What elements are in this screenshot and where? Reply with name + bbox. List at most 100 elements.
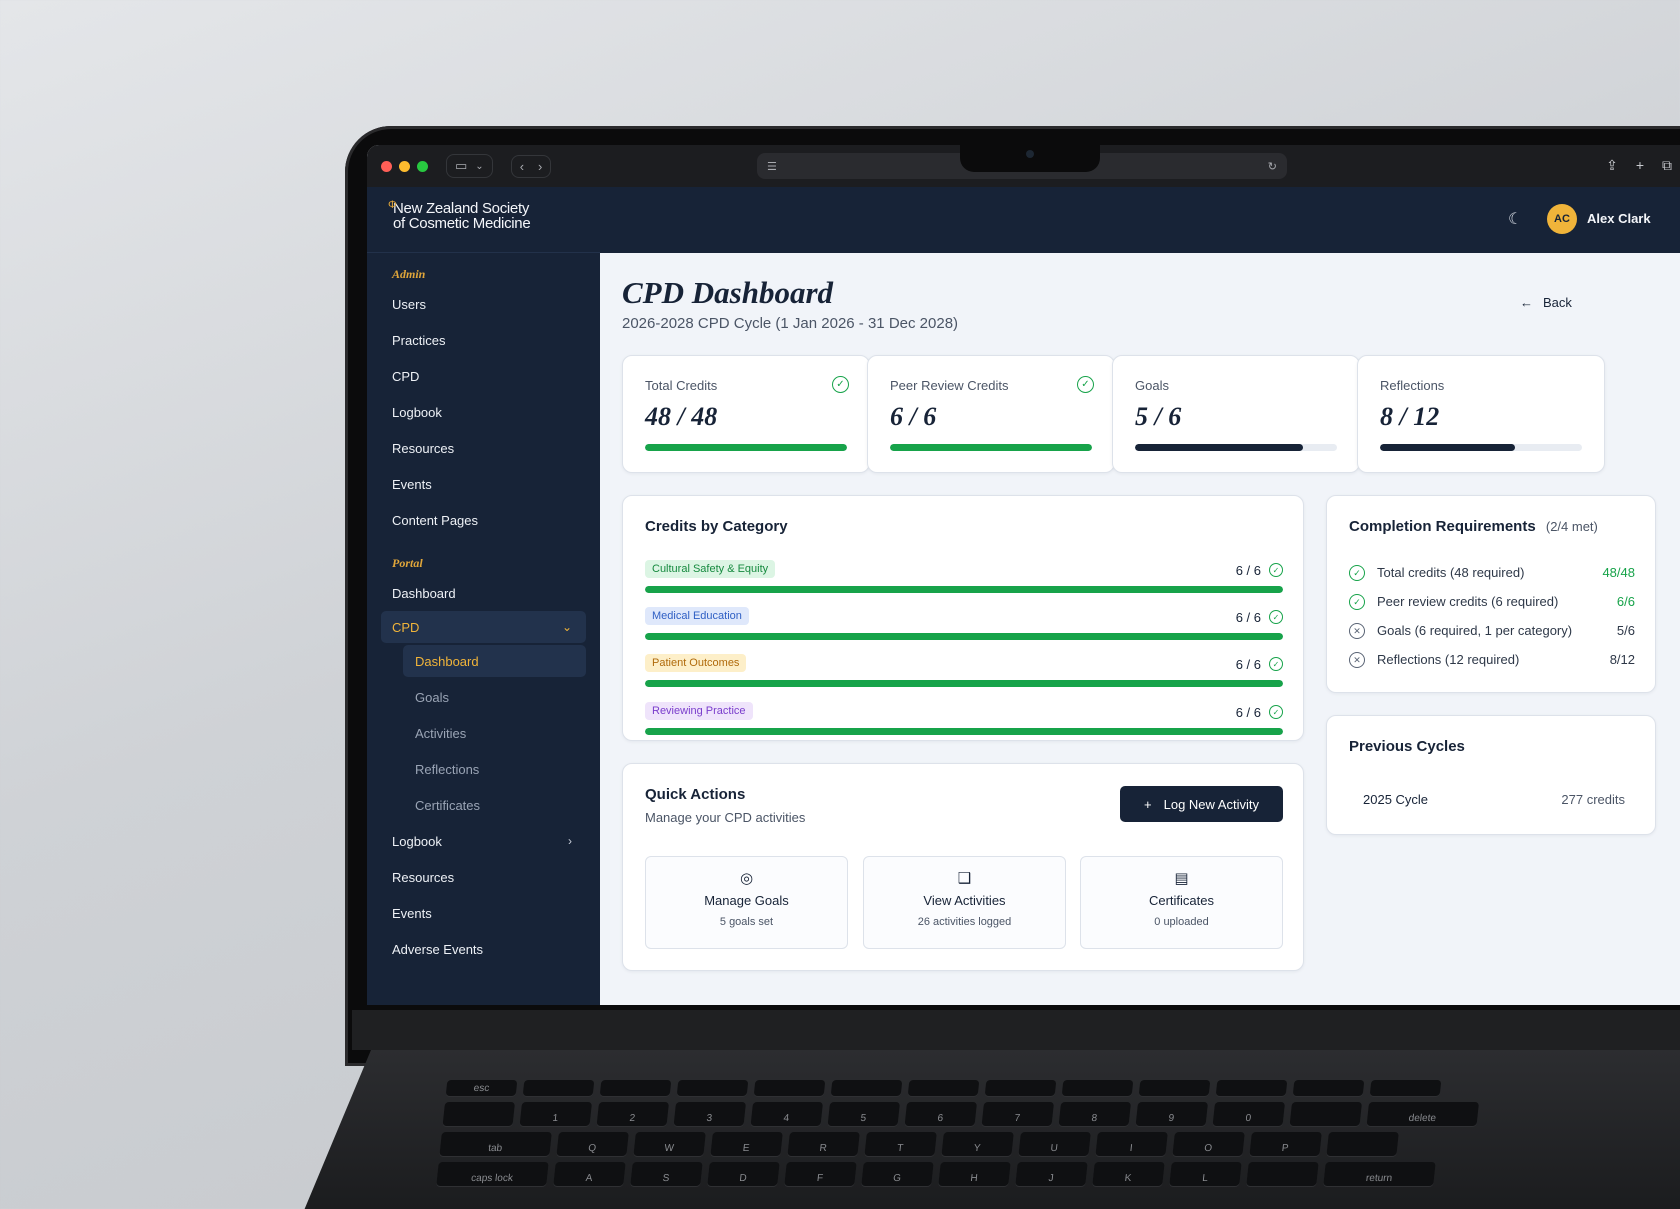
key: 2 <box>596 1102 670 1126</box>
page-menu-icon[interactable]: ☰ <box>767 160 777 173</box>
key <box>1215 1080 1288 1096</box>
back-button[interactable]: ← Back <box>1520 295 1572 310</box>
sidebar-subitem-dashboard[interactable]: Dashboard <box>403 645 586 677</box>
sidebar-subitem-goals[interactable]: Goals <box>415 689 449 705</box>
key: E <box>710 1132 783 1156</box>
key <box>907 1080 980 1096</box>
category-value: 6 / 6 <box>1235 610 1261 625</box>
key: esc <box>445 1080 518 1096</box>
log-new-activity-button[interactable]: + Log New Activity <box>1120 786 1283 822</box>
user-name[interactable]: Alex Clark <box>1587 211 1651 226</box>
plus-icon: + <box>1144 796 1152 812</box>
sidebar-subitem-activities[interactable]: Activities <box>415 725 467 741</box>
key: J <box>1015 1162 1088 1186</box>
key: I <box>1095 1132 1168 1156</box>
minimize-window-button[interactable] <box>399 160 410 172</box>
cycle-row[interactable]: 2025 Cycle 277 credits <box>1363 792 1625 807</box>
certificates-card[interactable]: ▤ Certificates 0 uploaded <box>1080 856 1283 949</box>
key: 8 <box>1058 1102 1132 1126</box>
org-name-line2: of Cosmetic Medicine <box>393 215 531 232</box>
chevron-right-icon: › <box>568 834 572 848</box>
key: W <box>633 1132 706 1156</box>
requirement-label: Goals (6 required, 1 per category) <box>1377 623 1573 638</box>
key: U <box>1018 1132 1091 1156</box>
manage-goals-card[interactable]: ◎ Manage Goals 5 goals set <box>645 856 848 949</box>
key: 3 <box>673 1102 747 1126</box>
stat-card-peer-review: Peer Review Credits ✓ 6 / 6 <box>867 355 1115 473</box>
camera-notch <box>960 140 1100 172</box>
card-meta: 26 activities logged <box>917 916 1012 928</box>
chevron-down-icon: ⌄ <box>475 160 484 172</box>
stat-value: 5 / 6 <box>1135 402 1182 431</box>
key <box>599 1080 672 1096</box>
avatar[interactable]: AC <box>1547 204 1577 234</box>
check-circle-icon: ✓ <box>1349 594 1365 610</box>
dark-mode-toggle-icon[interactable]: ☾ <box>1508 211 1523 228</box>
camera-icon <box>1026 150 1034 158</box>
sidebar-subitem-reflections[interactable]: Reflections <box>415 761 480 777</box>
check-circle-icon: ✓ <box>1269 705 1283 719</box>
new-tab-icon[interactable]: + <box>1635 157 1644 173</box>
chevron-down-icon: ⌄ <box>561 620 572 634</box>
sidebar-item-label: Logbook <box>392 833 442 849</box>
key: A <box>553 1162 626 1186</box>
progress-fill <box>890 444 1092 451</box>
sidebar-item-adverse-events[interactable]: Adverse Events <box>392 941 484 957</box>
close-window-button[interactable] <box>381 160 392 172</box>
panel-title: Credits by Category <box>645 518 788 535</box>
category-value: 6 / 6 <box>1235 705 1261 720</box>
sidebar-item-admin-resources[interactable]: Resources <box>392 440 455 456</box>
key: Q <box>556 1132 629 1156</box>
back-arrow-icon[interactable]: ‹ <box>519 158 525 174</box>
section-label-admin: Admin <box>392 267 426 281</box>
x-circle-icon: ✕ <box>1349 652 1365 668</box>
key: 1 <box>519 1102 593 1126</box>
check-circle-icon: ✓ <box>1269 657 1283 671</box>
forward-arrow-icon[interactable]: › <box>538 158 543 174</box>
zoom-window-button[interactable] <box>417 160 428 172</box>
tabs-overview-icon[interactable]: ⧉ <box>1662 157 1672 173</box>
window-controls <box>381 160 428 172</box>
panel-title: Previous Cycles <box>1349 738 1465 755</box>
org-name-line1: New Zealand Society <box>393 200 530 217</box>
sidebar-item-admin-cpd[interactable]: CPD <box>392 368 420 384</box>
sidebar-item-admin-events[interactable]: Events <box>392 476 432 492</box>
requirement-value: 5/6 <box>1616 623 1635 638</box>
sidebar-item-resources[interactable]: Resources <box>392 869 455 885</box>
stat-value: 6 / 6 <box>890 402 937 431</box>
sidebar-icon: ▭ <box>455 158 468 173</box>
sidebar-item-portal-dashboard[interactable]: Dashboard <box>392 585 456 601</box>
share-icon[interactable]: ⇪ <box>1606 157 1618 173</box>
stat-value: 8 / 12 <box>1380 402 1440 431</box>
brand-logo[interactable]: Φ New Zealand Society of Cosmetic Medici… <box>367 187 600 253</box>
sidebar-item-events[interactable]: Events <box>392 905 432 921</box>
target-icon: ◎ <box>739 870 754 887</box>
sidebar-item-logbook[interactable]: Logbook › <box>367 823 600 859</box>
requirement-row: ✕ Goals (6 required, 1 per category) 5/6 <box>1349 622 1635 642</box>
sidebar-subitem-certificates[interactable]: Certificates <box>415 797 481 813</box>
sidebar-toggle[interactable]: ▭ ⌄ <box>446 154 493 178</box>
sidebar-item-users[interactable]: Users <box>392 296 426 312</box>
check-circle-icon: ✓ <box>1349 565 1365 581</box>
reload-icon[interactable]: ↻ <box>1267 160 1277 173</box>
key <box>1326 1132 1399 1156</box>
stat-card-goals: Goals 5 / 6 <box>1112 355 1360 473</box>
sidebar-item-content-pages[interactable]: Content Pages <box>392 512 479 528</box>
sidebar-item-admin-logbook[interactable]: Logbook <box>392 404 442 420</box>
requirement-value: 48/48 <box>1602 565 1635 580</box>
key: return <box>1323 1162 1436 1186</box>
progress-bar <box>890 444 1092 451</box>
key <box>1292 1080 1365 1096</box>
view-activities-card[interactable]: ❑ View Activities 26 activities logged <box>863 856 1066 949</box>
sidebar-item-practices[interactable]: Practices <box>392 332 446 348</box>
page-subtitle: 2026-2028 CPD Cycle (1 Jan 2026 - 31 Dec… <box>622 315 959 332</box>
stat-card-reflections: Reflections 8 / 12 <box>1357 355 1605 473</box>
key: R <box>787 1132 860 1156</box>
book-icon: ❑ <box>957 870 972 887</box>
progress-bar <box>645 586 1283 593</box>
back-label: Back <box>1543 295 1572 310</box>
sidebar-item-cpd[interactable]: CPD ⌄ <box>381 611 586 643</box>
category-tag: Patient Outcomes <box>645 654 747 672</box>
key: 0 <box>1212 1102 1286 1126</box>
requirement-label: Total credits (48 required) <box>1377 565 1525 580</box>
